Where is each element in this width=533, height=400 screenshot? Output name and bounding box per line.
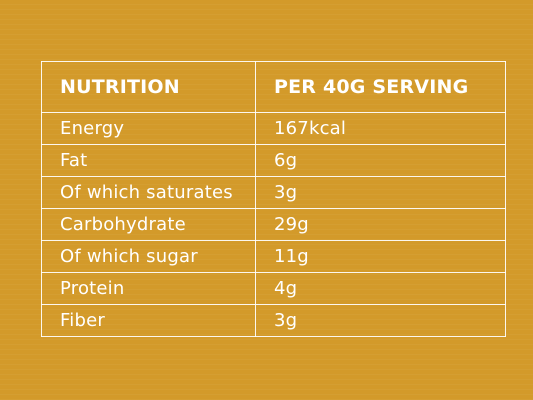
nutrient-amount: 4g (255, 272, 506, 305)
nutrient-name: Energy (41, 112, 256, 145)
nutrient-amount: 3g (255, 304, 506, 337)
nutrient-amount: 6g (255, 144, 506, 177)
table-row: Of which saturates 3g (41, 176, 506, 209)
nutrient-amount: 3g (255, 176, 506, 209)
column-header-nutrition: NUTRITION (41, 61, 256, 113)
nutrient-amount: 11g (255, 240, 506, 273)
nutrient-amount: 29g (255, 208, 506, 241)
nutrient-name: Of which saturates (41, 176, 256, 209)
nutrient-name: Protein (41, 272, 256, 305)
table-header-row: NUTRITION PER 40G SERVING (41, 61, 506, 113)
nutrient-name: Of which sugar (41, 240, 256, 273)
table-row: Energy 167kcal (41, 112, 506, 145)
table-row: Of which sugar 11g (41, 240, 506, 273)
nutrition-table: NUTRITION PER 40G SERVING Energy 167kcal… (41, 61, 506, 337)
nutrient-name: Carbohydrate (41, 208, 256, 241)
nutrient-name: Fat (41, 144, 256, 177)
table-row: Protein 4g (41, 272, 506, 305)
table-row: Carbohydrate 29g (41, 208, 506, 241)
nutrient-amount: 167kcal (255, 112, 506, 145)
table-row: Fat 6g (41, 144, 506, 177)
nutrient-name: Fiber (41, 304, 256, 337)
column-header-serving: PER 40G SERVING (255, 61, 506, 113)
table-row: Fiber 3g (41, 304, 506, 337)
